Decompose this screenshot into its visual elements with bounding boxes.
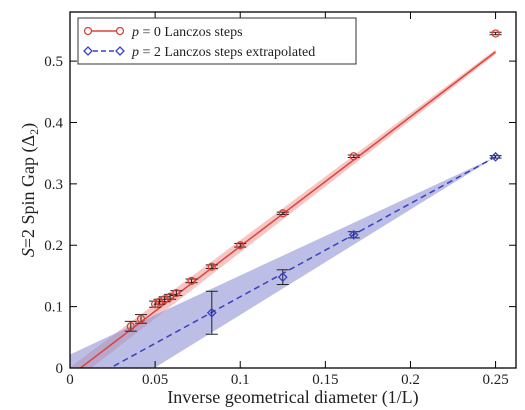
legend: p = 0 Lanczos steps p = 2 Lanczos steps …	[77, 17, 357, 65]
y-tick-label: 0.1	[44, 300, 63, 316]
p2-point	[348, 229, 359, 240]
legend-marker-p2-end	[115, 46, 125, 56]
p0-point	[278, 209, 287, 218]
legend-label-p2: p = 2 Lanczos steps extrapolated	[131, 45, 315, 60]
legend-marker-p0-end	[115, 26, 125, 36]
p0-point	[126, 322, 135, 331]
x-tick-label: 0.1	[231, 372, 250, 388]
p0-point	[187, 276, 196, 285]
legend-marker-p0	[83, 26, 93, 36]
legend-label-p0: p = 0 Lanczos steps	[131, 25, 243, 40]
legend-label-p2-rest: = 2 Lanczos steps extrapolated	[139, 45, 315, 60]
p2-fit-band	[70, 156, 496, 368]
y-tick-label: 0.5	[44, 54, 63, 70]
p0-fit-band	[70, 49, 496, 368]
plot-frame	[69, 11, 517, 369]
legend-marker-p2	[83, 46, 93, 56]
x-tick-label: 0.05	[142, 372, 168, 388]
y-tick-label: 0.4	[44, 115, 63, 131]
y-axis-title-main: =2 Spin Gap (Δ	[18, 135, 39, 248]
p0-point	[207, 262, 216, 271]
p2-point	[206, 307, 217, 318]
p0-point	[491, 29, 500, 38]
p2-point	[277, 272, 288, 283]
legend-label-p2-p: p	[131, 45, 139, 60]
p0-point	[172, 288, 181, 298]
y-axis-title: S=2 Spin Gap (Δ2)	[18, 123, 41, 257]
x-tick-label: 0.15	[312, 372, 338, 388]
p0-point	[136, 314, 146, 324]
legend-label-p0-p: p	[131, 25, 139, 40]
legend-box	[77, 17, 357, 65]
x-axis-title: Inverse geometrical diameter (1/L)	[167, 387, 418, 408]
x-tick-label: 0	[66, 372, 74, 388]
p0-point	[236, 241, 245, 250]
y-axis-title-s: S	[18, 248, 38, 257]
y-tick-label: 0	[56, 361, 64, 377]
x-tick-label: 0.2	[401, 372, 420, 388]
y-axis-title-close: )	[18, 123, 39, 129]
p0-point	[349, 152, 358, 161]
p2-point	[490, 151, 501, 162]
legend-label-p0-rest: = 0 Lanczos steps	[139, 25, 243, 40]
y-axis-title-sub: 2	[27, 129, 41, 135]
y-tick-label: 0.3	[44, 177, 63, 193]
x-tick-label: 0.25	[482, 372, 508, 388]
p0-point	[165, 292, 175, 301]
y-tick-label: 0.2	[44, 238, 63, 254]
